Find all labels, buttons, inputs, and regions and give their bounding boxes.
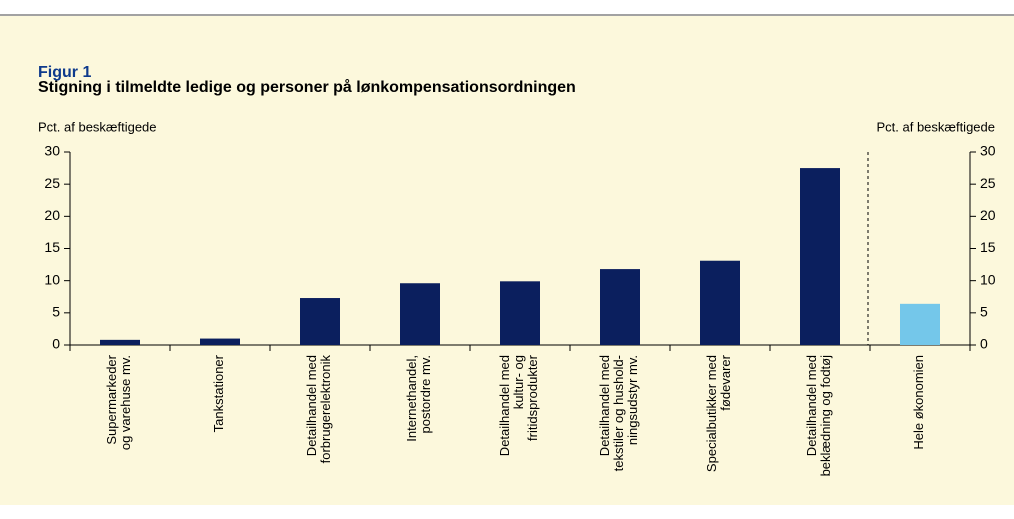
x-tick-label: Specialbutikker medfødevarer [704,354,733,472]
y-tick-label: 10 [44,271,60,287]
y2-tick-label: 20 [980,207,996,223]
x-tick-label: Internethandel,postordre mv. [404,355,433,442]
bar [400,283,440,345]
bar [100,339,140,345]
bar [600,269,640,345]
y2-tick-label: 25 [980,175,996,191]
bar [700,260,740,345]
x-tick-label: Hele økonomien [911,355,926,450]
chart-title: Figur 1 [38,64,91,81]
x-tick-label: Detailhandel medforbrugerelektronik [304,355,333,464]
y-tick-label: 30 [44,143,60,159]
y2-tick-label: 15 [980,239,996,255]
bar [900,303,940,345]
bar [300,298,340,345]
x-tick-label: Detailhandel medtekstiler og hushold-nin… [597,355,640,471]
y2-tick-label: 5 [980,304,988,320]
y-axis-label: Pct. af beskæftigede [38,119,157,134]
bar [200,338,240,345]
y2-axis-label: Pct. af beskæftigede [876,119,995,134]
x-tick-label: Tankstationer [211,354,226,432]
x-tick-label: Detailhandel medbeklædning og fodtøj [804,355,833,477]
y2-tick-label: 10 [980,271,996,287]
y-tick-label: 15 [44,239,60,255]
bar [800,168,840,345]
x-tick-label: Supermarkederog varehuse mv. [104,354,133,450]
x-tick-label: Detailhandel medkultur- ogfritidsprodukt… [497,354,540,456]
bar [500,281,540,345]
panel [0,16,1014,505]
y-tick-label: 25 [44,175,60,191]
y-tick-label: 5 [52,304,60,320]
chart-subtitle: Stigning i tilmeldte ledige og personer … [38,78,576,96]
y2-tick-label: 30 [980,143,996,159]
y-tick-label: 20 [44,207,60,223]
y2-tick-label: 0 [980,336,988,352]
y-tick-label: 0 [52,336,60,352]
